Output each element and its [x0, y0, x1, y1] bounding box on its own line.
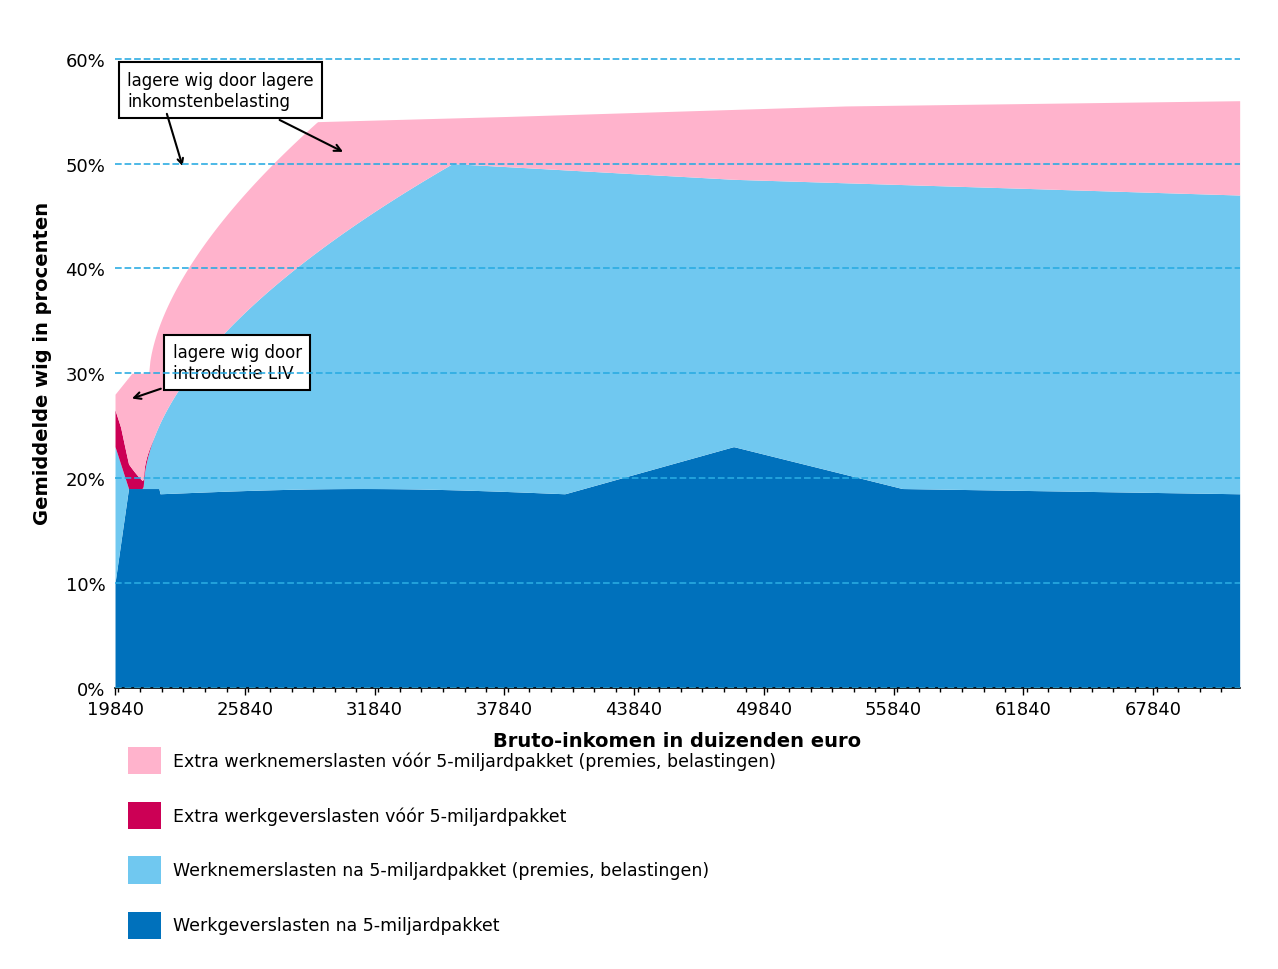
Y-axis label: Gemiddelde wig in procenten: Gemiddelde wig in procenten — [32, 202, 51, 525]
Text: Extra werknemerslasten vóór 5-miljardpakket (premies, belastingen): Extra werknemerslasten vóór 5-miljardpak… — [173, 751, 776, 770]
Text: Werknemerslasten na 5-miljardpakket (premies, belastingen): Werknemerslasten na 5-miljardpakket (pre… — [173, 861, 709, 879]
Text: lagere wig door lagere
inkomstenbelasting: lagere wig door lagere inkomstenbelastin… — [127, 72, 341, 152]
Text: lagere wig door
introductie LIV: lagere wig door introductie LIV — [134, 344, 302, 399]
X-axis label: Bruto-inkomen in duizenden euro: Bruto-inkomen in duizenden euro — [493, 732, 861, 751]
Text: Werkgeverslasten na 5-miljardpakket: Werkgeverslasten na 5-miljardpakket — [173, 917, 498, 934]
Text: Extra werkgeverslasten vóór 5-miljardpakket: Extra werkgeverslasten vóór 5-miljardpak… — [173, 806, 566, 826]
